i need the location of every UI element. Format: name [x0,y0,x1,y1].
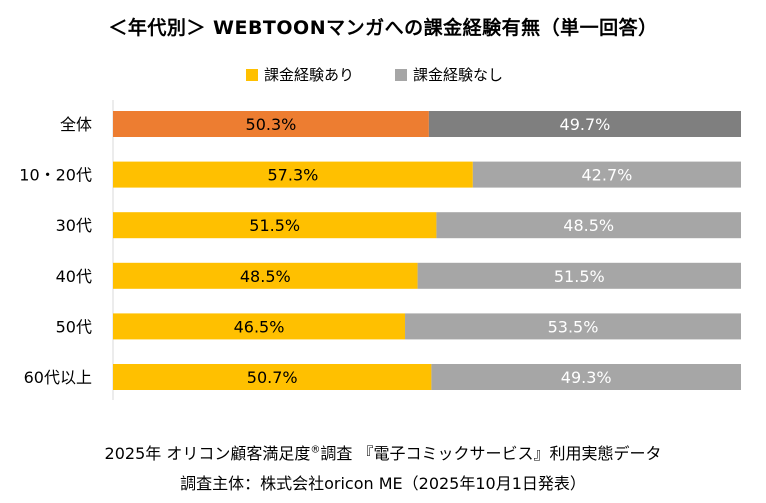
bar-segment-paid [113,161,473,188]
data-label: 48.5% [240,267,291,286]
legend-item-unpaid: 課金経験なし [395,64,503,85]
bar-segment-unpaid [405,313,741,340]
bar-segment-paid [113,313,406,340]
bar-segment-paid [113,262,418,289]
data-label: 50.7% [247,368,298,387]
footer-source-line1: 2025年 オリコン顧客満足度®調査 『電子コミックサービス』利用実態データ [0,440,766,464]
data-label: 42.7% [582,166,633,185]
bar-segment-unpaid [436,212,741,239]
category-label: 全体 [60,115,92,134]
bar-segment-unpaid [431,364,741,390]
category-label: 30代 [56,216,92,235]
data-label: 51.5% [554,267,605,286]
category-label: 10・20代 [19,166,92,185]
data-label: 49.7% [560,115,611,134]
stacked-bar-chart: 全体 50.3% 49.7% 10・20代 57.3% 42.7% 30代 51.5% 48.5… [19,100,741,400]
footer-source-line2: 調査主体：株式会社oricon ME（2025年10月1日発表） [180,474,586,493]
category-label: 50代 [56,317,92,336]
data-label: 53.5% [548,317,599,336]
bar-segment-unpaid [428,111,741,137]
data-label: 46.5% [234,317,285,336]
legend-swatch-unpaid [395,68,407,81]
bar-segment-paid [113,212,437,239]
data-label: 51.5% [249,216,300,235]
legend-swatch-paid [246,68,258,81]
footer-line1-post: 調査 『電子コミックサービス』利用実態データ [320,444,662,463]
bar-segment-unpaid [472,161,741,188]
category-label: 60代以上 [24,368,92,387]
footer-registered-mark: ® [310,444,321,456]
bar-segment-unpaid [417,262,741,289]
bar-segment-paid [113,364,432,390]
legend-label-unpaid: 課金経験なし [413,66,504,84]
category-label: 40代 [56,267,92,286]
legend-label-paid: 課金経験あり [264,66,355,84]
data-label: 49.3% [561,368,612,387]
legend: 課金経験あり 課金経験なし [0,64,766,86]
chart-title: ＜年代別＞ WEBTOONマンガへの課金経験有無（単一回答） [108,17,658,39]
footer-line1-pre: 2025年 オリコン顧客満足度 [104,444,311,463]
legend-item-paid: 課金経験あり [246,64,354,85]
data-label: 48.5% [563,216,614,235]
bar-segment-paid [113,111,429,137]
data-label: 57.3% [268,166,319,185]
data-label: 50.3% [246,115,297,134]
